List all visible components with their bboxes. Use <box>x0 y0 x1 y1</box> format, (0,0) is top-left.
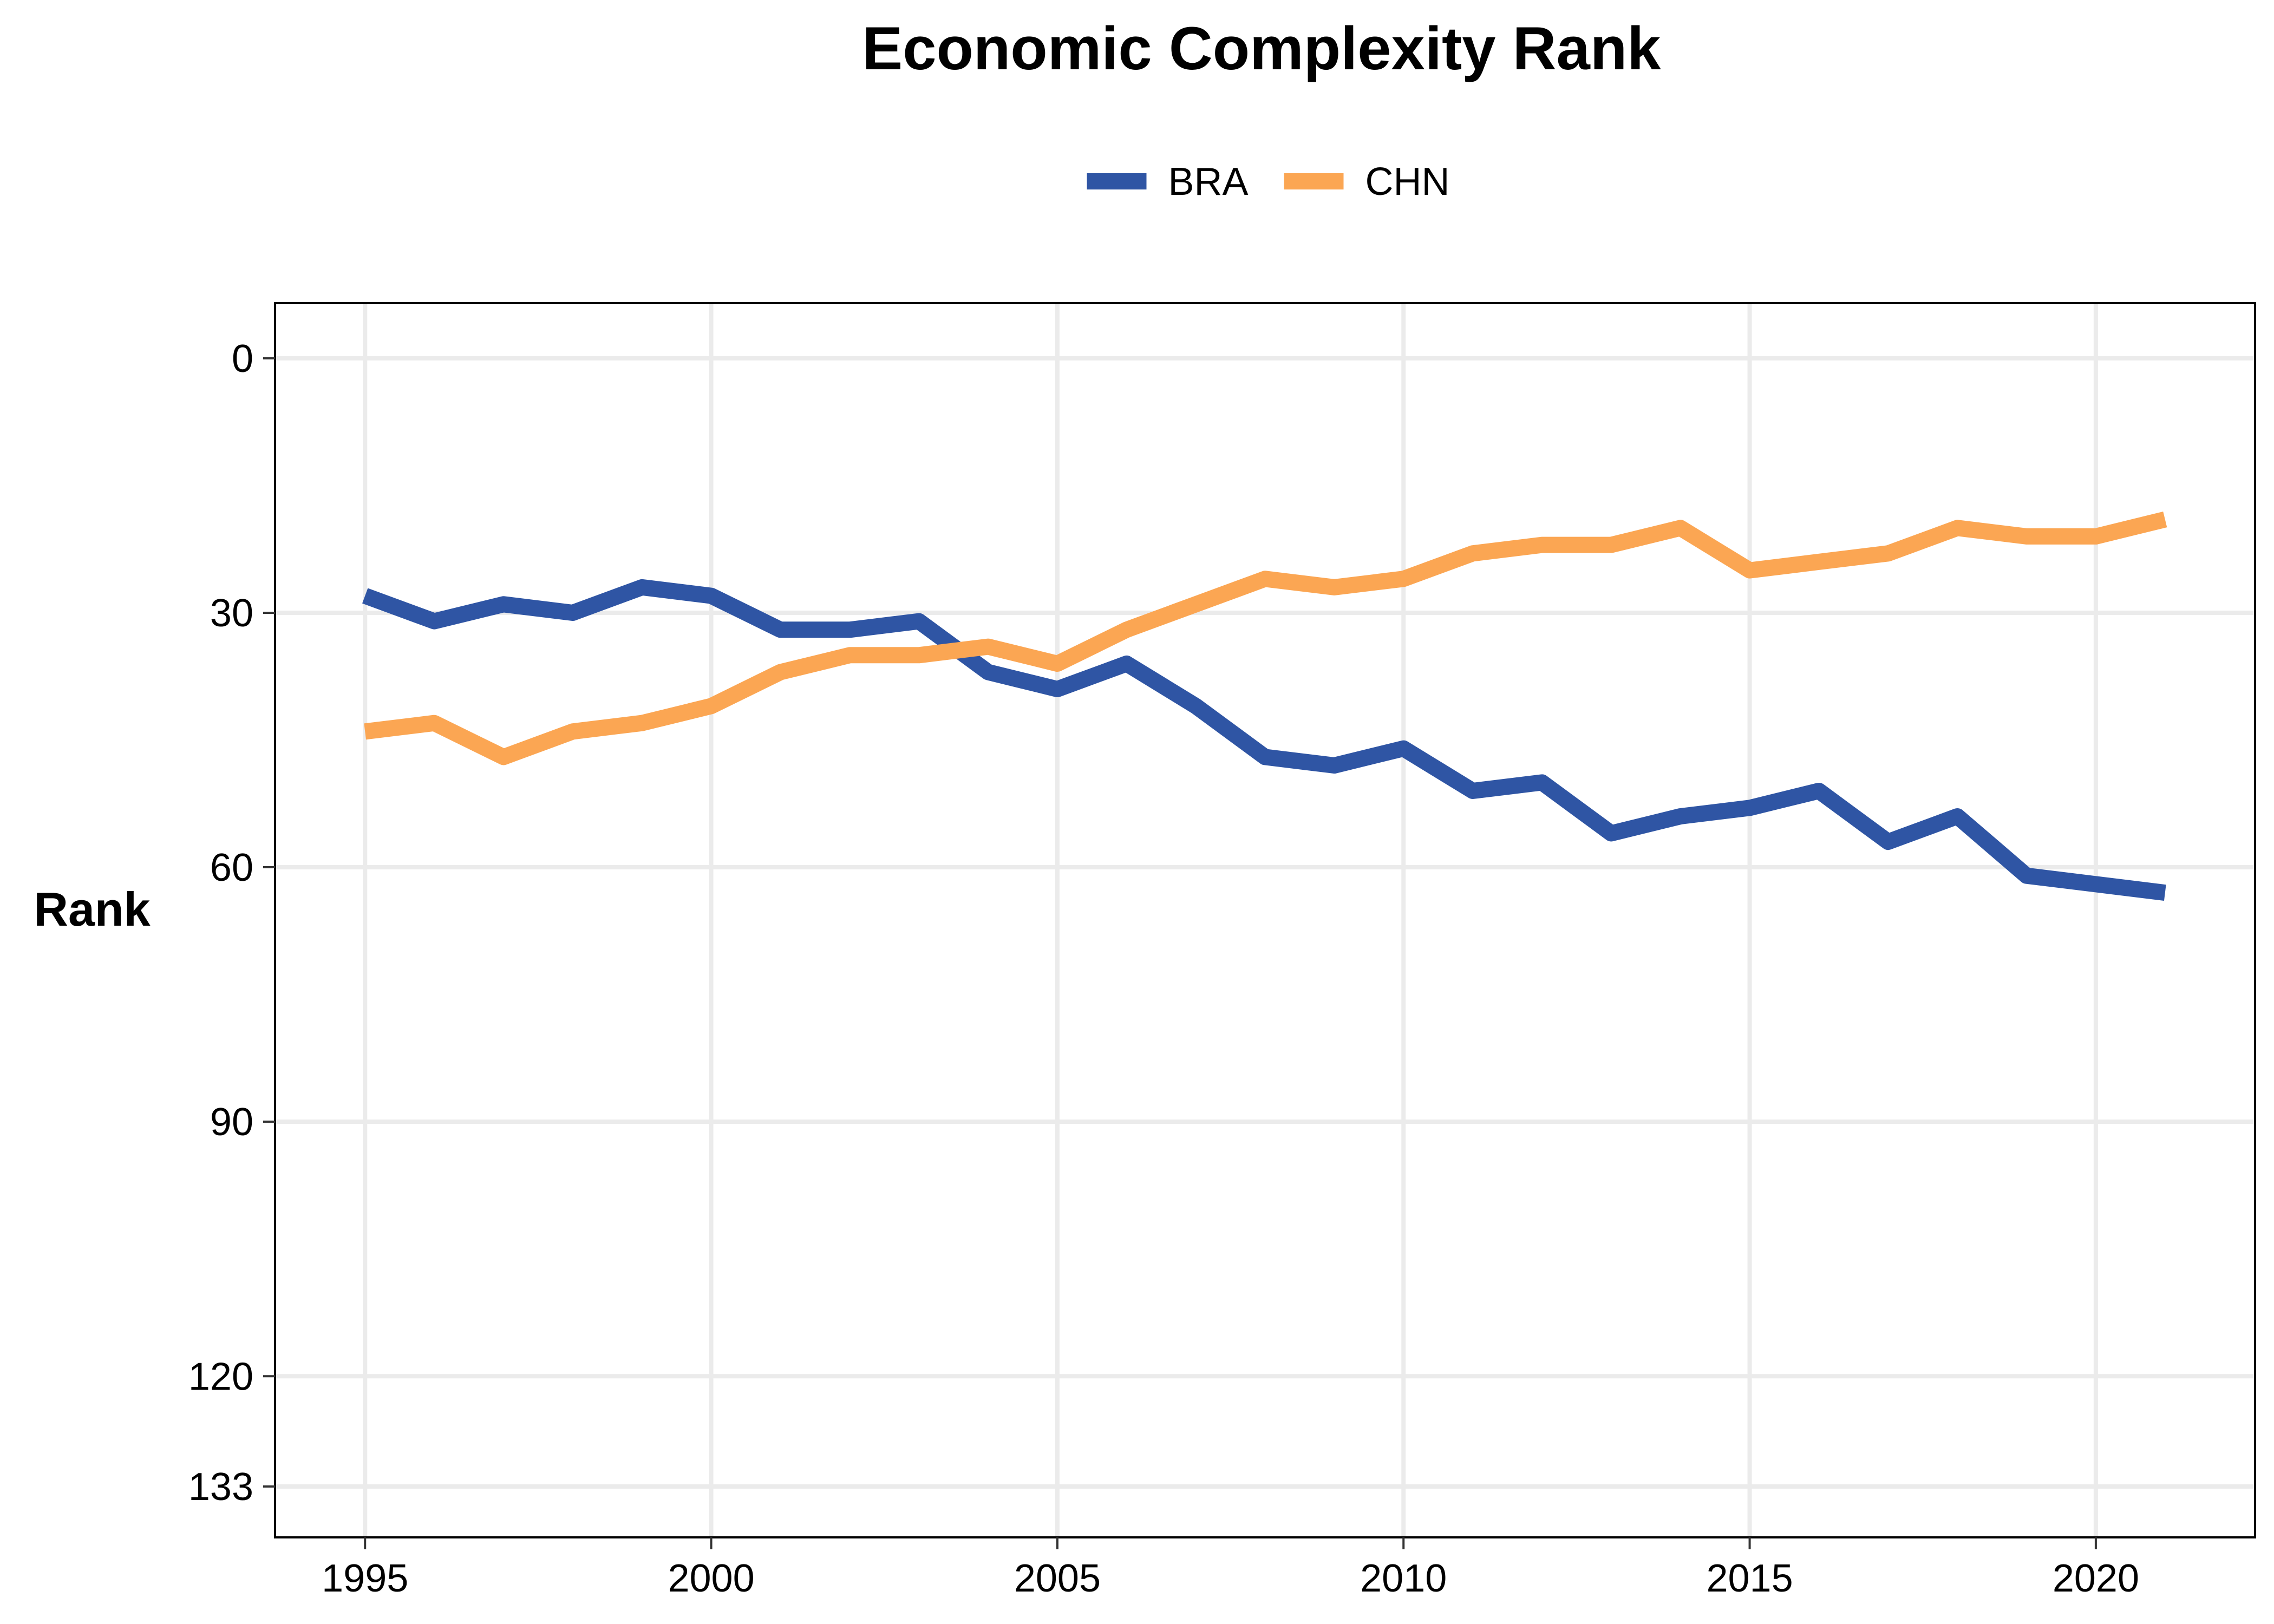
series-lines <box>362 512 2167 901</box>
y-tick-label: 90 <box>210 1101 253 1144</box>
y-tick-label: 60 <box>210 846 253 889</box>
x-tick-label: 2000 <box>668 1557 754 1600</box>
legend-item-chn: CHN <box>1284 160 1450 204</box>
y-tick-label: 30 <box>210 592 253 635</box>
series-line-bra <box>362 579 2166 901</box>
y-tick-label: 120 <box>188 1355 253 1398</box>
chart-title: Economic Complexity Rank <box>862 15 1661 82</box>
x-tick-label: 2010 <box>1360 1557 1447 1600</box>
series-line-chn <box>364 512 2167 765</box>
legend: BRA CHN <box>1087 160 1450 204</box>
y-axis-label: Rank <box>34 882 151 936</box>
x-tick-label: 1995 <box>322 1557 408 1600</box>
y-tick-label: 0 <box>232 337 253 381</box>
x-axis: 1995 2000 2005 2010 2015 2020 <box>322 1537 2139 1600</box>
legend-label: CHN <box>1365 160 1450 204</box>
legend-label: BRA <box>1168 160 1249 204</box>
x-tick-label: 2005 <box>1014 1557 1101 1600</box>
y-axis: 0 30 60 90 120 133 <box>188 337 275 1509</box>
legend-item-bra: BRA <box>1087 160 1249 204</box>
x-tick-label: 2015 <box>1706 1557 1793 1600</box>
grid <box>275 303 2255 1537</box>
plot-panel <box>274 302 2256 1538</box>
x-tick-label: 2020 <box>2053 1557 2139 1600</box>
y-tick-label: 133 <box>188 1465 253 1509</box>
